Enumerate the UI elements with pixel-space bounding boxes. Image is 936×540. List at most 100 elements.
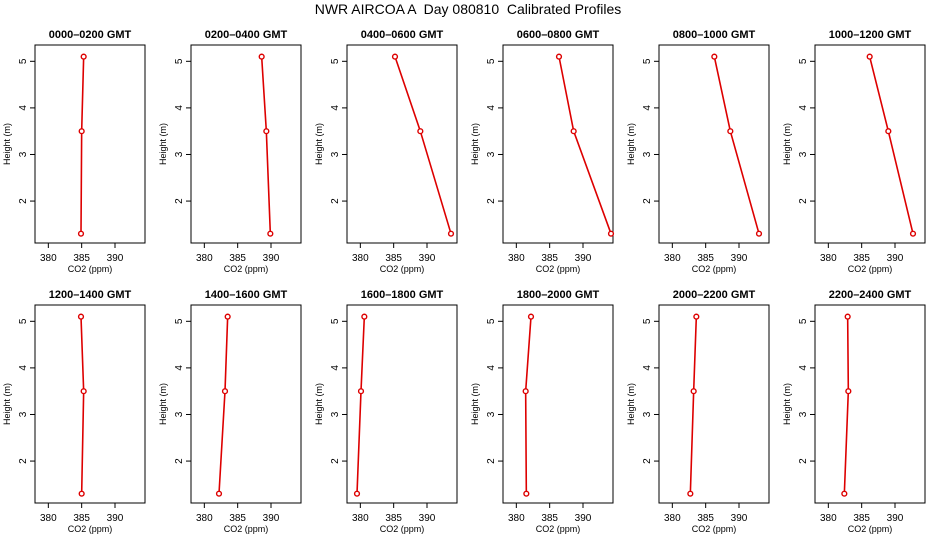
data-point <box>80 388 87 395</box>
data-point <box>78 490 85 497</box>
data-point <box>866 53 873 60</box>
y-tick-label: 3 <box>18 151 29 157</box>
x-tick-label: 380 <box>352 513 369 524</box>
y-tick-label: 5 <box>174 58 185 64</box>
data-point <box>687 490 694 497</box>
y-tick-label: 2 <box>642 458 653 464</box>
x-tick-label: 390 <box>575 513 592 524</box>
x-axis-label: CO2 (ppm) <box>68 524 113 534</box>
data-point <box>80 53 87 60</box>
data-point <box>258 53 265 60</box>
panel-title: 1400–1600 GMT <box>205 289 288 301</box>
x-tick-label: 390 <box>107 513 124 524</box>
x-tick-label: 380 <box>196 513 213 524</box>
y-tick-label: 4 <box>486 365 497 371</box>
y-axis-label: Height (m) <box>626 383 636 425</box>
data-point <box>909 230 917 237</box>
data-point <box>570 128 577 135</box>
y-tick-label: 4 <box>642 365 653 371</box>
profile-line <box>356 316 366 494</box>
x-axis-label: CO2 (ppm) <box>536 264 581 274</box>
y-tick-label: 5 <box>642 58 653 64</box>
plot-frame <box>502 44 614 244</box>
y-tick-label: 3 <box>798 411 809 417</box>
plot-frame <box>34 44 146 244</box>
y-tick-label: 4 <box>486 105 497 111</box>
y-axis-label: Height (m) <box>158 383 168 425</box>
y-axis-label: Height (m) <box>470 383 480 425</box>
x-tick-label: 385 <box>229 513 246 524</box>
profile-line <box>394 56 452 234</box>
profile-line <box>689 316 698 494</box>
panel-title: 2000–2200 GMT <box>673 289 756 301</box>
data-point <box>77 313 85 320</box>
panel-title: 0200–0400 GMT <box>205 29 288 41</box>
y-axis-label: Height (m) <box>782 123 792 165</box>
data-point <box>845 388 852 395</box>
x-tick-label: 390 <box>887 513 904 524</box>
figure-title: NWR AIRCOA A Day 080810 Calibrated Profi… <box>314 1 622 17</box>
profile-line <box>524 316 532 494</box>
plot-frame <box>658 44 770 244</box>
panel-title: 0600–0800 GMT <box>517 29 600 41</box>
panel-title: 1000–1200 GMT <box>829 29 912 41</box>
data-point <box>844 313 851 320</box>
x-tick-label: 385 <box>229 253 246 264</box>
y-tick-label: 4 <box>174 365 185 371</box>
y-tick-label: 2 <box>330 458 341 464</box>
data-point <box>527 313 535 320</box>
x-axis-label: CO2 (ppm) <box>848 524 893 534</box>
data-point <box>78 128 85 135</box>
y-tick-label: 5 <box>18 58 29 64</box>
x-axis-label: CO2 (ppm) <box>224 524 269 534</box>
x-axis-label: CO2 (ppm) <box>380 264 425 274</box>
panel-title: 2200–2400 GMT <box>829 289 912 301</box>
profile-line <box>713 56 760 234</box>
data-point <box>523 490 530 497</box>
x-tick-label: 390 <box>731 253 748 264</box>
data-point <box>690 388 697 395</box>
data-point <box>215 490 223 497</box>
profile-line <box>260 56 272 234</box>
y-tick-label: 3 <box>486 411 497 417</box>
x-tick-label: 385 <box>853 513 870 524</box>
x-tick-label: 380 <box>352 253 369 264</box>
y-tick-label: 3 <box>174 151 185 157</box>
y-axis-label: Height (m) <box>470 123 480 165</box>
y-tick-label: 4 <box>642 105 653 111</box>
y-tick-label: 5 <box>330 58 341 64</box>
data-point <box>522 388 529 395</box>
x-tick-label: 390 <box>419 513 436 524</box>
y-axis-label: Height (m) <box>314 383 324 425</box>
x-tick-label: 385 <box>73 513 90 524</box>
x-tick-label: 380 <box>664 253 681 264</box>
plot-frame <box>658 304 770 504</box>
x-tick-label: 380 <box>40 253 57 264</box>
y-tick-label: 3 <box>18 411 29 417</box>
x-tick-label: 385 <box>385 513 402 524</box>
data-point <box>267 230 274 237</box>
y-tick-label: 3 <box>642 151 653 157</box>
profile-line <box>843 316 850 494</box>
panel-title: 0000–0200 GMT <box>49 29 132 41</box>
y-tick-label: 5 <box>174 318 185 324</box>
data-point <box>841 490 848 497</box>
y-axis-label: Height (m) <box>2 383 12 425</box>
data-point <box>727 128 734 135</box>
y-tick-label: 3 <box>798 151 809 157</box>
y-tick-label: 2 <box>330 198 341 204</box>
y-tick-label: 2 <box>798 198 809 204</box>
data-point <box>885 128 892 135</box>
y-tick-label: 2 <box>486 198 497 204</box>
y-tick-label: 4 <box>18 105 29 111</box>
y-tick-label: 2 <box>18 458 29 464</box>
y-tick-label: 3 <box>330 411 341 417</box>
y-tick-label: 4 <box>18 365 29 371</box>
x-tick-label: 390 <box>263 513 280 524</box>
data-point <box>417 128 424 135</box>
y-tick-label: 3 <box>642 411 653 417</box>
